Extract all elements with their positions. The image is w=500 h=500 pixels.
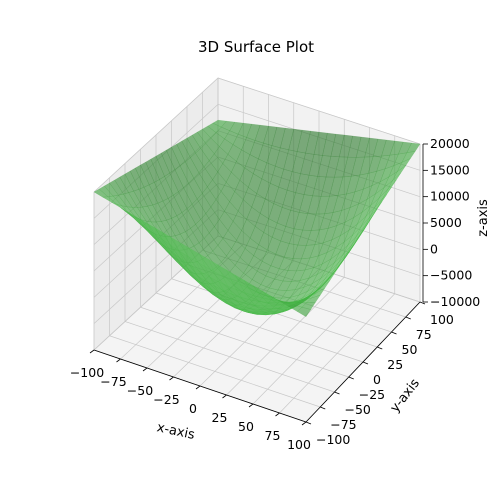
z-tick-label: 20000 <box>430 136 470 151</box>
x-tick-label: 0 <box>189 401 197 416</box>
x-tick-mark <box>248 403 254 408</box>
y-tick-label: 50 <box>402 342 418 357</box>
z-tick-label: 15000 <box>430 162 470 177</box>
y-tick-mark <box>334 391 340 395</box>
z-axis-label: z-axis <box>476 199 491 237</box>
surface-cell <box>296 307 312 317</box>
y-tick-label: 0 <box>373 372 381 387</box>
x-tick-label: 75 <box>265 428 281 443</box>
z-tick-label: −5000 <box>430 268 472 283</box>
surface-mesh <box>93 119 421 317</box>
y-tick-label: −25 <box>359 387 385 402</box>
x-tick-label: −100 <box>70 365 104 380</box>
x-tick-label: 50 <box>238 419 254 434</box>
x-tick-mark <box>169 376 174 381</box>
back-grid-z <box>217 77 421 145</box>
x-tick-mark <box>195 385 201 390</box>
floor-grid-y <box>155 292 364 363</box>
y-tick-label: 75 <box>416 327 432 342</box>
y-tick-label: −75 <box>330 417 356 432</box>
z-tick-label: 5000 <box>430 215 462 230</box>
x-tick-label: 100 <box>287 437 311 452</box>
y-tick-mark <box>391 331 397 335</box>
y-tick-label: 100 <box>430 312 454 327</box>
x-tick-label: −50 <box>127 383 153 398</box>
z-tick-label: −10000 <box>430 294 480 309</box>
y-tick-label: 25 <box>387 357 403 372</box>
x-tick-mark <box>301 421 307 426</box>
floor-grid-y <box>109 335 321 408</box>
x-tick-mark <box>142 367 148 372</box>
x-tick-label: −25 <box>153 392 179 407</box>
x-tick-mark <box>275 412 280 417</box>
y-tick-mark <box>305 421 312 425</box>
y-tick-mark <box>348 376 354 380</box>
x-tick-label: −75 <box>100 374 126 389</box>
left-grid-z <box>93 77 219 193</box>
z-tick-label: 10000 <box>430 189 470 204</box>
y-tick-label: −100 <box>316 432 350 447</box>
floor-grid-y <box>140 306 349 378</box>
y-axis-label: y-axis <box>388 376 423 416</box>
y-tick-mark <box>405 316 411 320</box>
chart-title: 3D Surface Plot <box>198 38 314 56</box>
x-axis-label: x-axis <box>155 420 196 443</box>
y-tick-label: −50 <box>345 402 371 417</box>
y-tick-mark <box>320 406 326 410</box>
y-tick-mark <box>419 301 426 305</box>
x-tick-label: 25 <box>212 410 228 425</box>
z-tick-label: 0 <box>430 241 438 256</box>
x-tick-mark <box>116 358 121 363</box>
x-tick-mark <box>89 349 95 354</box>
x-tick-mark <box>222 394 227 399</box>
y-tick-mark <box>377 346 383 350</box>
floor-grid-y <box>124 321 335 393</box>
y-tick-mark <box>362 361 369 365</box>
